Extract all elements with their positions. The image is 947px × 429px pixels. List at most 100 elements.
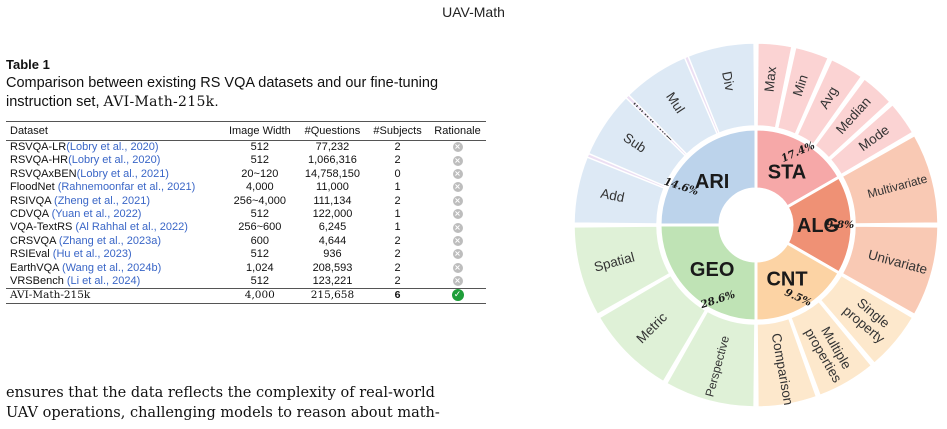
table-row-ours: AVI-Math-215k 4,000 215,658 6 ✓ <box>6 288 486 304</box>
citation-link[interactable]: (Lobry et al., 2020) <box>68 154 161 167</box>
dataset-cell: RSVQAxBEN(Lobry et al., 2021) <box>6 168 221 181</box>
x-circle-icon: × <box>452 276 463 287</box>
questions-cell: 208,593 <box>312 261 353 274</box>
x-circle-icon: × <box>452 235 463 246</box>
table-row: RSIEval (Hu et al., 2023) 512 936 2 × <box>6 248 486 261</box>
category-sector <box>754 240 842 323</box>
subcategory-cell <box>756 42 793 129</box>
citation-link[interactable]: (Zheng et al., 2021) <box>54 194 151 207</box>
dataset-name: RSVQA-HR <box>10 154 69 167</box>
category-sector <box>658 127 758 227</box>
rationale-cell: × <box>427 248 486 261</box>
table-row: VQA-TextRS (Al Rahhal et al., 2022) 256~6… <box>6 221 486 234</box>
rationale-cell: × <box>427 235 486 248</box>
table-header-row: Dataset Image Width #Questions #Subjects… <box>6 121 486 141</box>
table-row: RSIVQA (Zheng et al., 2021) 256~4,000 111,… <box>6 195 486 208</box>
subcategory-cell <box>776 46 830 136</box>
caption-suffix: . <box>214 94 219 110</box>
x-circle-icon: × <box>452 249 463 260</box>
subjects-cell: 2 <box>394 261 401 274</box>
dataset-name: VQA-TextRS <box>10 221 76 234</box>
dataset-cell: VRSBench (Li et al., 2024) <box>6 275 221 289</box>
subcategory-label: Add <box>599 186 626 205</box>
citation-link[interactable]: (Al Rahhal et al., 2022) <box>75 221 188 234</box>
table-row: VRSBench (Li et al., 2024) 512 123,221 2 × <box>6 275 486 289</box>
wheel-center <box>721 190 791 260</box>
rationale-cell: × <box>427 208 486 221</box>
subcategory-cell <box>665 310 756 408</box>
column-header: Image Width <box>220 121 297 141</box>
dataset-cell: EarthVQA (Wang et al., 2024b) <box>6 262 221 275</box>
comparison-table: Dataset Image Width #Questions #Subjects… <box>6 121 486 304</box>
subjects-cell: 2 <box>394 234 401 247</box>
dataset-name: VRSBench <box>10 275 67 288</box>
questions-cell: 111,134 <box>313 194 352 207</box>
category-abbreviation: ARI <box>695 171 729 193</box>
image-width-cell: 20~120 <box>241 167 279 180</box>
questions-cell: 11,000 <box>316 181 349 194</box>
citation-link[interactable]: (Lobry et al., 2021) <box>76 167 169 180</box>
table-row: RSVQAxBEN(Lobry et al., 2021) 20~120 14,75… <box>6 168 486 181</box>
dataset-cell: VQA-TextRS (Al Rahhal et al., 2022) <box>6 221 221 234</box>
citation-link[interactable]: (Hu et al., 2023) <box>52 248 132 261</box>
x-circle-icon: × <box>452 222 463 233</box>
table-row: EarthVQA (Wang et al., 2024b) 1,024 208,59… <box>6 262 486 275</box>
citation-link[interactable]: (Wang et al., 2024b) <box>61 261 162 274</box>
subjects-cell: 6 <box>366 288 428 304</box>
category-abbreviation: STA <box>768 161 807 183</box>
subjects-cell: 0 <box>394 167 401 180</box>
subcategory-cell <box>841 134 939 225</box>
rationale-cell: × <box>427 221 486 234</box>
subjects-cell: 1 <box>394 221 401 234</box>
dataset-cell: RSVQA-LR(Lobry et al., 2020) <box>6 141 221 155</box>
dataset-name: AVI-Math-215k <box>6 288 221 304</box>
subcategory-cell <box>796 58 863 146</box>
subjects-cell: 2 <box>394 141 401 153</box>
table-row: CRSVQA (Zhang et al., 2023a) 600 4,644 2 × <box>6 235 486 248</box>
x-circle-icon: × <box>452 155 463 166</box>
category-abbreviation: CNT <box>766 269 807 291</box>
image-width-cell: 256~600 <box>238 221 282 234</box>
body-paragraph: ensures that the data reflects the compl… <box>6 383 484 423</box>
dataset-name: RSIVQA <box>10 194 55 207</box>
rationale-cell: × <box>427 262 486 275</box>
table-row: RSVQA-LR(Lobry et al., 2020) 512 77,232 2 × <box>6 141 486 155</box>
category-cnt: SinglepropertyMultiplepropertiesComparis… <box>754 240 914 408</box>
subcategory-cell <box>813 77 892 160</box>
dataset-name: EarthVQA <box>10 261 62 274</box>
questions-cell: 1,066,316 <box>307 154 357 167</box>
subcategory-cell <box>819 274 914 365</box>
table-row: FloodNet (Rahnemoonfar et al., 2021) 4,00… <box>6 181 486 194</box>
body-line: UAV operations, challenging models to re… <box>6 405 440 421</box>
citation-link[interactable]: (Yuan et al., 2022) <box>51 208 142 221</box>
subcategory-cell <box>829 103 914 176</box>
dataset-cell: CRSVQA (Zhang et al., 2023a) <box>6 235 221 248</box>
citation-link[interactable]: (Rahnemoonfar et al., 2021) <box>57 181 196 194</box>
image-width-cell: 4,000 <box>246 181 274 194</box>
dataset-cell: RSIEval (Hu et al., 2023) <box>6 248 221 261</box>
image-width-cell: 256~4,000 <box>233 194 286 207</box>
citation-link[interactable]: (Zhang et al., 2023a) <box>58 234 162 247</box>
subcategory-cell <box>573 225 671 316</box>
x-circle-icon: × <box>452 182 463 193</box>
citation-link[interactable]: (Li et al., 2024) <box>66 275 141 288</box>
caption-text: Comparison between existing RS VQA datas… <box>6 75 439 110</box>
x-circle-icon: × <box>452 195 463 206</box>
column-header: #Questions <box>296 121 367 141</box>
category-sector <box>658 223 758 323</box>
questions-cell: 77,232 <box>315 141 350 153</box>
subcategory-cell <box>841 225 939 316</box>
subcategory-cell <box>573 156 666 225</box>
citation-link[interactable]: (Lobry et al., 2020) <box>66 141 159 153</box>
column-header: Dataset <box>6 121 221 141</box>
subjects-cell: 1 <box>394 208 401 221</box>
subcategory-cell <box>789 300 873 397</box>
subjects-cell: 2 <box>394 154 401 167</box>
rationale-cell: × <box>427 154 486 167</box>
rationale-cell: × <box>427 141 486 155</box>
subjects-cell: 2 <box>394 194 401 207</box>
subcategory-label: Div <box>719 70 738 92</box>
table-row: RSVQA-HR(Lobry et al., 2020) 512 1,066,316… <box>6 154 486 167</box>
category-abbreviation: ALG <box>797 215 839 237</box>
